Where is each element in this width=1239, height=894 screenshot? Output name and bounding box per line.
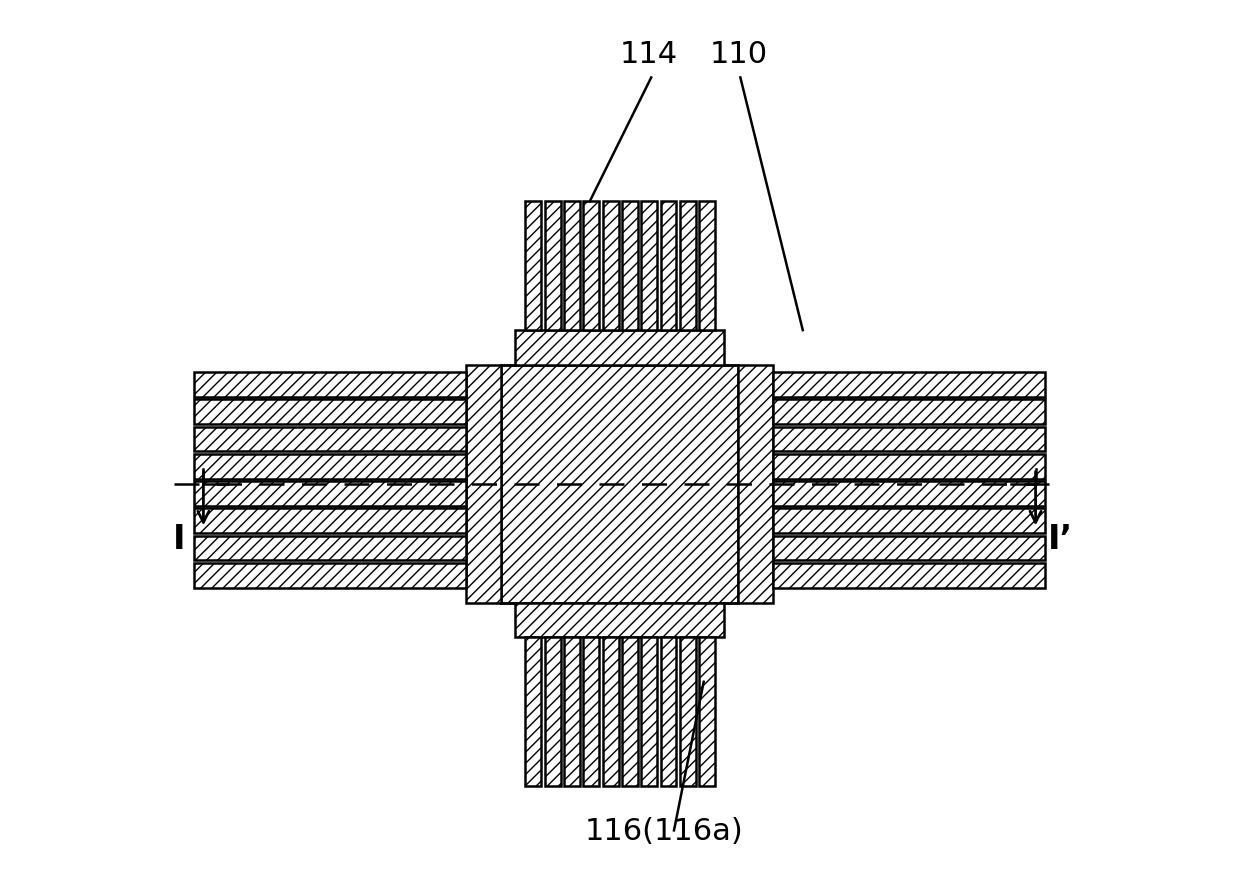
Bar [584, 202, 600, 331]
Bar [602, 202, 618, 331]
Bar [773, 563, 1046, 588]
Bar [193, 373, 466, 398]
Bar [699, 637, 715, 786]
Bar [515, 603, 724, 637]
Bar [193, 482, 466, 506]
Bar [564, 202, 580, 331]
Bar [501, 366, 738, 603]
Bar [622, 637, 638, 786]
Text: 116(116a): 116(116a) [585, 816, 743, 846]
Bar [193, 427, 466, 452]
Text: 114: 114 [621, 39, 678, 69]
Bar [193, 536, 466, 561]
Bar [773, 536, 1046, 561]
Bar [515, 331, 724, 366]
Bar [525, 637, 541, 786]
Bar [660, 202, 676, 331]
Bar [193, 563, 466, 588]
Bar [738, 366, 773, 603]
Bar [525, 202, 541, 331]
Text: 110: 110 [709, 39, 767, 69]
Bar [622, 202, 638, 331]
Bar [680, 202, 696, 331]
Bar [660, 637, 676, 786]
Bar [642, 202, 657, 331]
Bar [773, 509, 1046, 534]
Bar [773, 400, 1046, 425]
Bar [699, 202, 715, 331]
Bar [193, 400, 466, 425]
Bar [545, 637, 560, 786]
Bar [584, 637, 600, 786]
Bar [773, 454, 1046, 479]
Bar [773, 427, 1046, 452]
Bar [602, 637, 618, 786]
Text: I: I [172, 522, 185, 555]
Bar [193, 509, 466, 534]
Bar [642, 637, 657, 786]
Bar [773, 482, 1046, 506]
Bar [466, 366, 501, 603]
Bar [773, 373, 1046, 398]
Bar [680, 637, 696, 786]
Bar [564, 637, 580, 786]
Bar [545, 202, 560, 331]
Bar [193, 454, 466, 479]
Text: I’: I’ [1048, 522, 1073, 555]
